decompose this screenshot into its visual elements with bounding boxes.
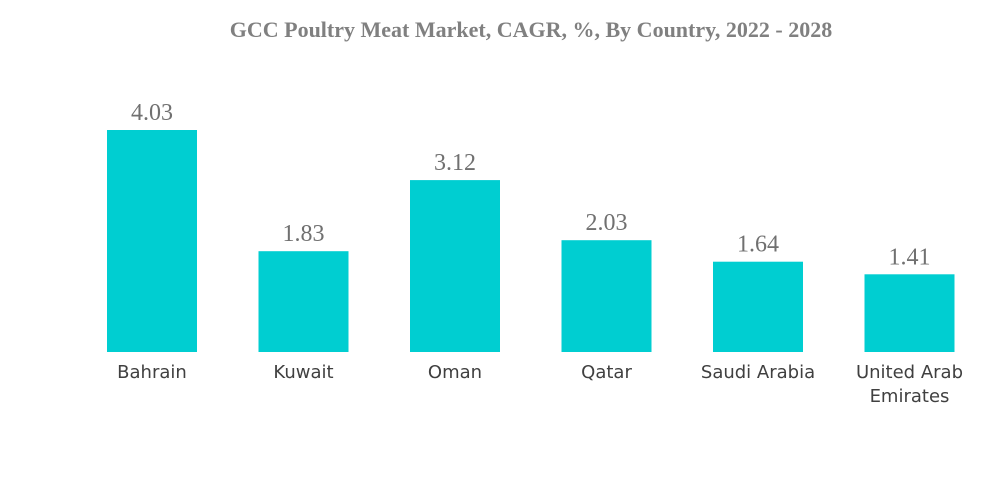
- category-labels-group: Bahrain Kuwait Oman Qatar Saudi Arabia United…: [117, 362, 963, 407]
- bar-bahrain: [107, 130, 197, 352]
- value-label-qatar: 2.03: [586, 210, 628, 236]
- bar-oman: [410, 180, 500, 352]
- category-label-saudi-arabia: Saudi Arabia: [701, 362, 815, 383]
- bar-qatar: [561, 240, 652, 352]
- category-label-bahrain: Bahrain: [117, 362, 187, 383]
- chart-title: GCC Poultry Meat Market, CAGR, %, By Cou…: [230, 17, 833, 42]
- category-label-kuwait: Kuwait: [273, 362, 333, 383]
- value-label-saudi-arabia: 1.64: [737, 232, 779, 258]
- bar-kuwait: [258, 251, 349, 352]
- bars-group: [107, 130, 955, 352]
- value-label-kuwait: 1.83: [283, 221, 325, 247]
- value-label-oman: 3.12: [434, 150, 476, 176]
- category-label-oman: Oman: [428, 362, 482, 383]
- category-label-qatar: Qatar: [581, 362, 632, 383]
- value-labels-group: 4.03 1.83 3.12 2.03 1.64 1.41: [131, 100, 931, 270]
- bar-saudi-arabia: [713, 261, 803, 352]
- category-label-united-arab-emirates: United Arab Emirates: [856, 362, 963, 407]
- bar-united-arab-emirates: [864, 274, 955, 352]
- value-label-bahrain: 4.03: [131, 100, 173, 126]
- value-label-united-arab-emirates: 1.41: [889, 244, 931, 270]
